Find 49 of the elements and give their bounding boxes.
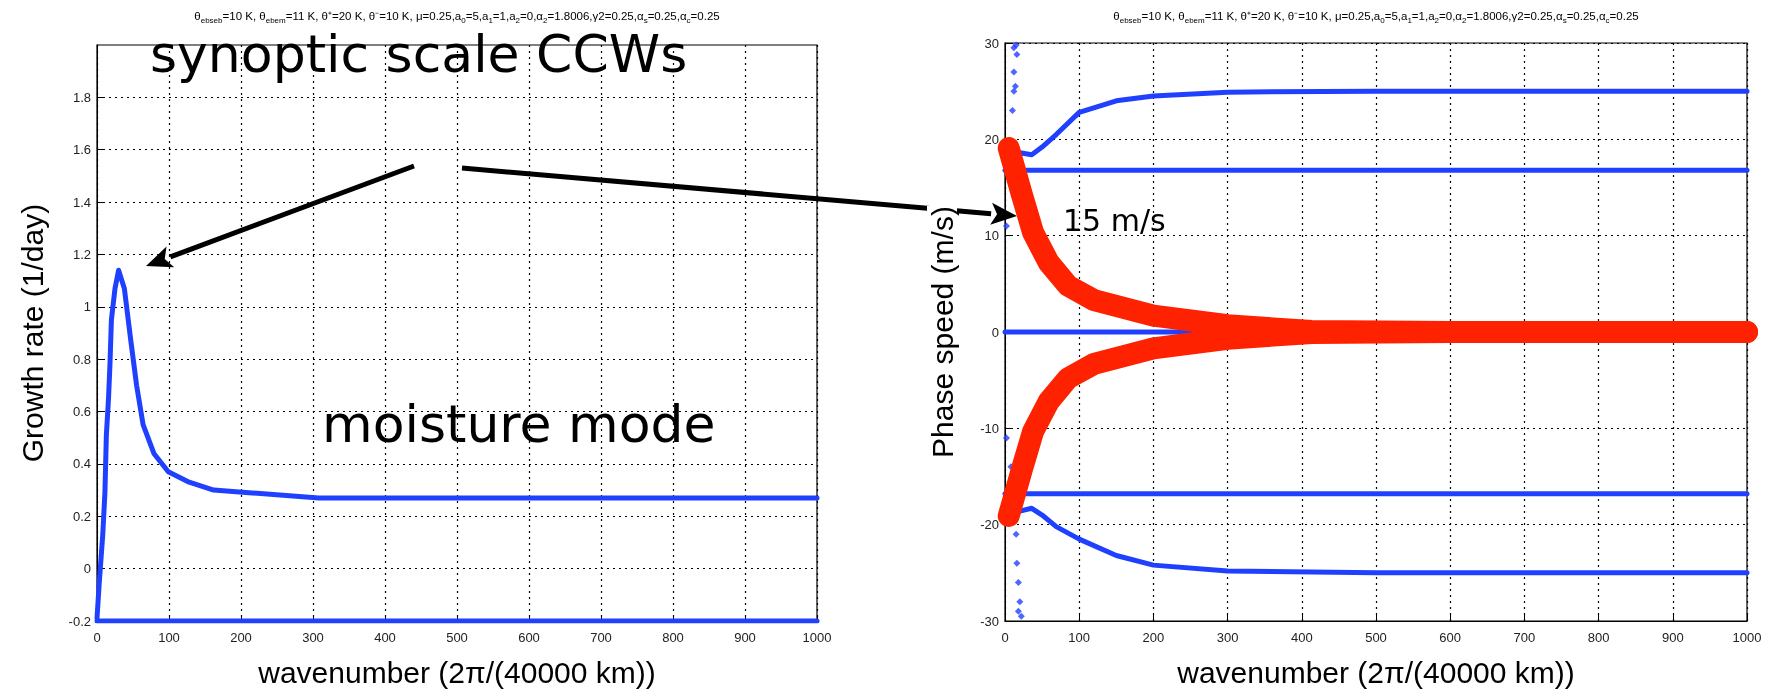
x-tick-label: 100: [158, 630, 180, 645]
y-tick-label: -10: [980, 420, 999, 436]
x-tick-label: 700: [590, 630, 612, 645]
x-tick-label: 1000: [1732, 630, 1762, 645]
y-tick-label: 30: [984, 35, 999, 51]
annotation: synoptic scale CCWs: [150, 24, 688, 84]
y-tick-label: 0.2: [72, 508, 91, 524]
chart-title: θ$_{ebseb}$=10 K, θ$_{ebem}$=11 K, θ⁺=20 K, θ⁻=10 K, μ=0.25,a$_{0}$=5,a$_{1}$=1,a$_{2}$=0,α$_{2}$=1.8006,γ2=0.25,α$_{s}$=0.25,α$_{c}$=0.25: [194, 10, 720, 26]
x-tick-label: 800: [662, 630, 684, 645]
x-tick-label: 400: [1290, 630, 1313, 645]
x-tick-label: 1000: [802, 630, 832, 645]
y-tick-label: 1.6: [72, 142, 91, 158]
x-tick-label: 0: [93, 630, 101, 645]
x-axis-title: wavenumber (2π/(40000 km)): [1176, 655, 1575, 689]
y-tick-label: -0.2: [68, 613, 91, 629]
x-tick-label: 500: [446, 630, 468, 645]
y-tick-label: 1.2: [72, 246, 91, 262]
y-tick-label: 1: [83, 299, 91, 315]
y-axis-title: Phase speed (m/s): [925, 206, 959, 458]
chart-title: θ$_{ebseb}$=10 K, θ$_{ebem}$=11 K, θ⁺=20 K, θ⁻=10 K, μ=0.25,a$_{0}$=5,a$_{1}$=1,a$_{2}$=0,α$_{2}$=1.8006,γ2=0.25,α$_{s}$=0.25,α$_{c}$=0.25: [1113, 10, 1639, 26]
y-tick-label: 0: [991, 324, 999, 340]
x-tick-label: 600: [518, 630, 540, 645]
x-axis-title: wavenumber (2π/(40000 km)): [257, 655, 656, 689]
x-tick-label: 100: [1068, 630, 1091, 645]
x-tick-label: 800: [1587, 630, 1610, 645]
x-tick-label: 600: [1439, 630, 1462, 645]
y-tick-label: -20: [980, 517, 999, 533]
y-tick-label: 20: [984, 131, 999, 147]
x-tick-label: 900: [1661, 630, 1684, 645]
y-tick-label: -30: [980, 613, 999, 629]
x-tick-label: 300: [302, 630, 324, 645]
y-tick-label: 1.4: [72, 194, 91, 210]
y-tick-label: 0.6: [72, 404, 91, 420]
y-tick-label: 0.4: [72, 456, 91, 472]
x-tick-label: 500: [1365, 630, 1387, 645]
y-tick-label: 10: [984, 228, 999, 244]
x-tick-label: 200: [1142, 630, 1165, 645]
annotation: 15 m/s: [1063, 203, 1166, 238]
y-tick-label: 0: [83, 561, 91, 577]
x-tick-label: 300: [1216, 630, 1239, 645]
x-tick-label: 700: [1513, 630, 1536, 645]
y-tick-label: 1.8: [72, 89, 91, 105]
x-tick-label: 0: [1001, 630, 1009, 645]
annotation: moisture mode: [322, 394, 716, 454]
y-axis-title: Growth rate (1/day): [15, 203, 49, 463]
y-tick-label: 0.8: [72, 351, 91, 367]
x-tick-label: 400: [374, 630, 396, 645]
x-tick-label: 900: [734, 630, 756, 645]
x-tick-label: 200: [230, 630, 252, 645]
